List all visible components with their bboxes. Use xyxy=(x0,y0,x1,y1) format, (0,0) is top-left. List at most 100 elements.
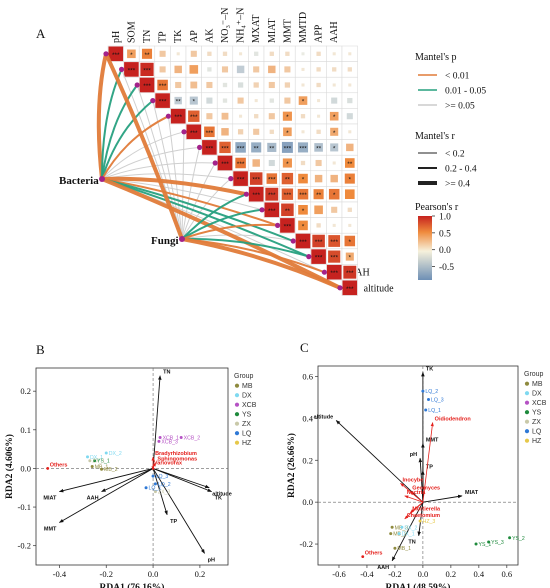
sample-label: ZX_3 xyxy=(158,490,171,496)
mantel-target-node xyxy=(306,254,312,260)
heatmap-cell xyxy=(328,250,341,263)
env-vector-label: TP xyxy=(170,519,177,525)
significance-stars: *** xyxy=(237,161,245,168)
sample-label: YS_1 xyxy=(97,459,110,465)
panel-label-b: B xyxy=(36,342,45,357)
env-vector-arrow xyxy=(152,468,213,493)
heatmap-cell xyxy=(239,114,243,118)
significance-stars: *** xyxy=(190,114,198,121)
legend-group-label: DX xyxy=(242,393,252,400)
heatmap-cell xyxy=(108,46,124,62)
legend-r-label: 0.2 - 0.4 xyxy=(445,165,477,175)
significance-stars: ** xyxy=(176,99,182,106)
mantel-link xyxy=(181,208,263,240)
col-label: NH₄⁺–N xyxy=(236,8,247,43)
heatmap-cell xyxy=(332,83,336,87)
heatmap-cell xyxy=(316,223,321,228)
sample-point xyxy=(90,465,94,468)
heatmap-cell xyxy=(316,82,321,88)
legend-group-label: ZX xyxy=(242,421,251,428)
heatmap-cell xyxy=(332,52,336,56)
heatmap-cell xyxy=(235,157,246,169)
sample-point xyxy=(390,525,394,529)
legend-group-label: XCB xyxy=(242,402,257,409)
heatmap-cell xyxy=(159,66,166,73)
significance-stars: *** xyxy=(284,145,292,152)
heatmap-cell xyxy=(186,124,202,140)
legend-title-mantel-r: Mantel's r xyxy=(415,131,456,142)
mantel-link xyxy=(101,146,201,180)
legend-group-label: MB xyxy=(242,383,253,390)
heatmap-cell xyxy=(282,158,292,168)
heatmap-cell xyxy=(332,223,336,227)
heatmap-cell xyxy=(170,108,186,124)
mantel-link xyxy=(181,193,248,240)
species-vector-arrow xyxy=(151,466,156,471)
sample-point xyxy=(88,459,92,463)
x-tick-label: 0.6 xyxy=(501,569,512,579)
sample-point xyxy=(104,451,108,455)
mantel-target-node xyxy=(197,144,203,150)
mantel-target-node xyxy=(337,285,343,291)
significance-stars: *** xyxy=(174,114,182,121)
heatmap-cell xyxy=(282,111,292,121)
mantel-link xyxy=(101,178,295,242)
significance-stars: * xyxy=(349,255,352,262)
heatmap-cell xyxy=(202,140,217,155)
heatmap-cell xyxy=(266,173,278,184)
sample-point xyxy=(393,546,397,550)
col-label: NO₃⁻–N xyxy=(220,8,231,43)
heatmap-cell xyxy=(298,204,308,215)
panel-c-rda-fungi: -0.6 -0.4 -0.2 0.0 0.2 0.4 0.6 -0.2 0.0 0.2 0.4 0.6… xyxy=(286,365,547,588)
env-vector-arrow xyxy=(152,468,210,489)
significance-stars: *** xyxy=(221,161,229,168)
row-label: AAH xyxy=(348,268,370,279)
mantel-target-node xyxy=(259,207,265,213)
mantel-link xyxy=(96,51,108,181)
mantel-link xyxy=(180,237,342,290)
legend-group-label: HZ xyxy=(242,440,252,447)
heatmap-cell xyxy=(189,65,199,74)
significance-stars: *** xyxy=(237,177,245,184)
heatmap-cell xyxy=(317,114,321,118)
legend-group-swatch xyxy=(524,391,530,396)
legend-group-swatch xyxy=(234,412,240,417)
x-tick-label: 0.2 xyxy=(195,569,206,579)
sample-label: LQ_2 xyxy=(425,389,438,395)
panel-b-rda-bacteria: -0.4 -0.2 0.0 0.2 -0.2 -0.1 0.0 0.1 0.2 RDA1 (76.… xyxy=(4,367,257,588)
heatmap-cell xyxy=(343,265,357,279)
species-vector-arrow xyxy=(410,491,424,503)
heatmap-cell xyxy=(301,52,305,56)
y-tick-label: 0.2 xyxy=(302,455,313,465)
env-vector-label: AAH xyxy=(377,565,389,571)
heatmap-cell xyxy=(284,97,291,104)
significance-stars: * xyxy=(349,177,352,184)
legend-group-label: ZX xyxy=(532,419,541,426)
significance-stars: ** xyxy=(269,145,275,152)
legend-group-swatch xyxy=(234,431,240,436)
heatmap-cell xyxy=(190,50,197,57)
significance-stars: *** xyxy=(159,99,167,106)
mantel-link xyxy=(181,131,185,240)
col-label: SOM xyxy=(126,21,137,43)
env-vector-arrow xyxy=(418,457,424,503)
heatmap-cell xyxy=(280,218,295,233)
legend-group-swatch xyxy=(524,381,530,386)
col-label: TN xyxy=(142,30,153,43)
significance-stars: *** xyxy=(330,255,338,262)
heatmap-cell xyxy=(127,49,136,59)
col-label: AK xyxy=(204,28,215,43)
significance-stars: *** xyxy=(330,270,338,277)
sample-label: MB_2 xyxy=(104,467,118,473)
legend-group-label: HZ xyxy=(532,438,542,445)
legend-p-label: >= 0.05 xyxy=(445,102,475,112)
sample-point xyxy=(158,436,162,440)
sample-label: LQ_3 xyxy=(431,398,444,404)
sample-point xyxy=(86,455,90,459)
x-tick-label: 0.4 xyxy=(474,569,485,579)
mantel-target-node xyxy=(119,66,125,72)
legend-group-label: MB xyxy=(532,381,543,388)
legend-group-label: YS xyxy=(532,410,542,417)
significance-stars: *** xyxy=(143,67,151,74)
env-vector-label: AAH xyxy=(87,496,99,502)
